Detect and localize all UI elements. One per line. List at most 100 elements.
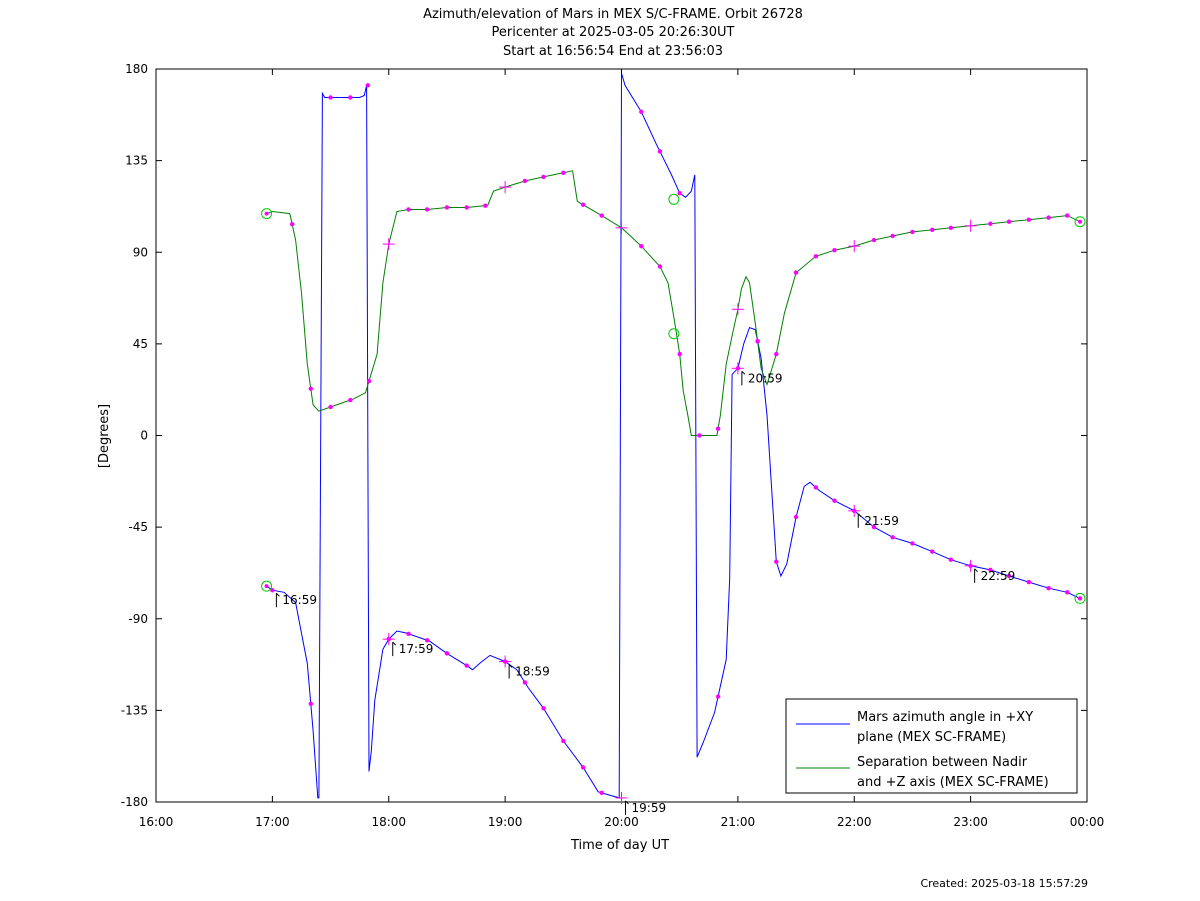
data-marker-dot	[599, 213, 604, 218]
start-end-circle	[261, 580, 273, 592]
series-separation-line	[266, 170, 1081, 436]
x-axis-label: Time of day UT	[570, 838, 669, 853]
y-tick-label: -90	[128, 612, 148, 626]
x-tick-label: 19:00	[488, 815, 523, 829]
data-marker-dot	[561, 738, 566, 744]
legend-box	[785, 698, 1078, 794]
y-tick-label: 45	[133, 337, 148, 351]
y-tick-label: -135	[121, 703, 148, 717]
data-marker-dot	[541, 706, 546, 711]
chart-title: Azimuth/elevation of Mars in MEX S/C-FRA…	[423, 7, 803, 22]
y-tick-label: 135	[125, 154, 148, 168]
x-tick-label: 21:00	[721, 815, 756, 829]
annotation-tick-head	[857, 513, 862, 518]
x-tick-label: 22:00	[837, 815, 872, 829]
data-marker-dot	[580, 202, 586, 207]
data-marker-dot	[424, 638, 430, 643]
data-marker-dot	[832, 498, 837, 503]
data-marker-dot	[444, 651, 450, 656]
annotation-label: 19:59	[632, 801, 667, 815]
data-marker-dot	[890, 233, 895, 239]
data-marker-dot	[1006, 573, 1012, 579]
data-marker-dot	[715, 694, 721, 699]
data-marker-dot	[1026, 579, 1032, 585]
start-end-dot	[1078, 596, 1083, 601]
data-marker-dot	[793, 270, 799, 275]
annotation-tick-head	[276, 592, 280, 597]
data-marker-dot	[988, 221, 993, 226]
y-tick-label: 0	[140, 429, 148, 443]
legend-label-azimuth-line2: plane (MEX SC-FRAME)	[857, 730, 1006, 745]
data-marker-dot	[890, 535, 895, 540]
annotation-tick-head	[741, 370, 746, 375]
data-marker-dot	[697, 433, 702, 438]
data-marker-dot	[715, 426, 721, 431]
data-marker-dot	[639, 243, 644, 249]
series-azimuth-line	[266, 72, 1081, 799]
data-marker-dot	[464, 663, 469, 668]
data-marker-dot	[483, 203, 488, 208]
annotation-label: 17:59	[399, 642, 434, 656]
start-end-circle	[1074, 216, 1086, 228]
tick-labels: 16:00 17:00 18:00 19:00 20:00 21:00 22:00 23:00…	[121, 62, 1105, 829]
data-marker-dot	[580, 765, 586, 770]
x-tick-label: 18:00	[371, 815, 406, 829]
data-marker-dot	[1006, 219, 1012, 224]
data-marker-dot	[677, 191, 682, 196]
y-axis-label: [Degrees]	[97, 404, 112, 468]
data-marker-dot	[793, 514, 799, 520]
annotation-layer: 16:59 17:59 18:59 19:59 20:59 21:59 22:59	[275, 370, 1015, 815]
x-tick-label: 00:00	[1070, 815, 1105, 829]
data-marker-dot	[871, 237, 877, 243]
data-marker-dot	[774, 351, 779, 357]
data-marker-dot	[910, 541, 915, 546]
annotation-tick-head	[625, 800, 629, 805]
data-marker-dot	[365, 83, 371, 88]
data-marker-dot	[328, 95, 333, 100]
legend-label-separation-line2: and +Z axis (MEX SC-FRAME)	[857, 775, 1049, 790]
data-marker-dot	[910, 229, 915, 235]
data-marker-dot	[541, 174, 546, 180]
x-tick-label: 20:00	[604, 815, 639, 829]
annotation-tick-head	[508, 664, 513, 668]
start-end-dot	[264, 584, 269, 589]
data-marker-dot	[522, 680, 528, 685]
annotation-label: 21:59	[864, 514, 899, 528]
data-marker-dot	[1046, 215, 1051, 220]
data-marker-dot	[930, 549, 935, 554]
data-marker-dot	[522, 178, 528, 184]
event-circle	[668, 328, 680, 340]
chart-subtitle-pericenter: Pericenter at 2025-03-05 20:26:30UT	[491, 25, 734, 40]
legend: Mars azimuth angle in +XY plane (MEX SC-…	[785, 698, 1078, 794]
annotation-label: 18:59	[515, 665, 550, 679]
annotation-label: 16:59	[282, 593, 317, 607]
data-marker-dot	[774, 559, 779, 564]
event-circle	[668, 193, 680, 205]
data-marker-dot	[406, 207, 411, 212]
data-marker-dot	[464, 205, 469, 210]
data-marker-dot	[657, 264, 663, 269]
start-end-circle	[1074, 592, 1086, 604]
x-tick-label: 17:00	[255, 815, 290, 829]
data-marker-dot	[289, 221, 295, 227]
y-tick-label: 180	[125, 62, 148, 76]
series-layer	[266, 72, 1081, 799]
data-marker-dot	[561, 170, 566, 176]
data-marker-dot	[948, 225, 954, 231]
legend-label-separation-line1: Separation between Nadir	[857, 755, 1028, 770]
created-timestamp: Created: 2025-03-18 15:57:29	[920, 877, 1088, 890]
annotation-tick-head	[974, 568, 978, 573]
data-marker-dot	[308, 386, 313, 391]
y-tick-label: -45	[128, 520, 148, 534]
data-marker-dot	[930, 227, 935, 233]
chart-subtitle-start-end: Start at 16:56:54 End at 23:56:03	[503, 44, 723, 59]
data-marker-dot	[424, 207, 430, 212]
legend-label-azimuth-line1: Mars azimuth angle in +XY	[857, 710, 1033, 725]
data-marker-dot	[871, 524, 877, 530]
data-marker-dot	[270, 588, 275, 593]
data-marker-dot	[406, 631, 411, 637]
data-marker-dot	[988, 567, 993, 573]
x-tick-label: 23:00	[953, 815, 988, 829]
data-marker-dot	[348, 95, 353, 100]
